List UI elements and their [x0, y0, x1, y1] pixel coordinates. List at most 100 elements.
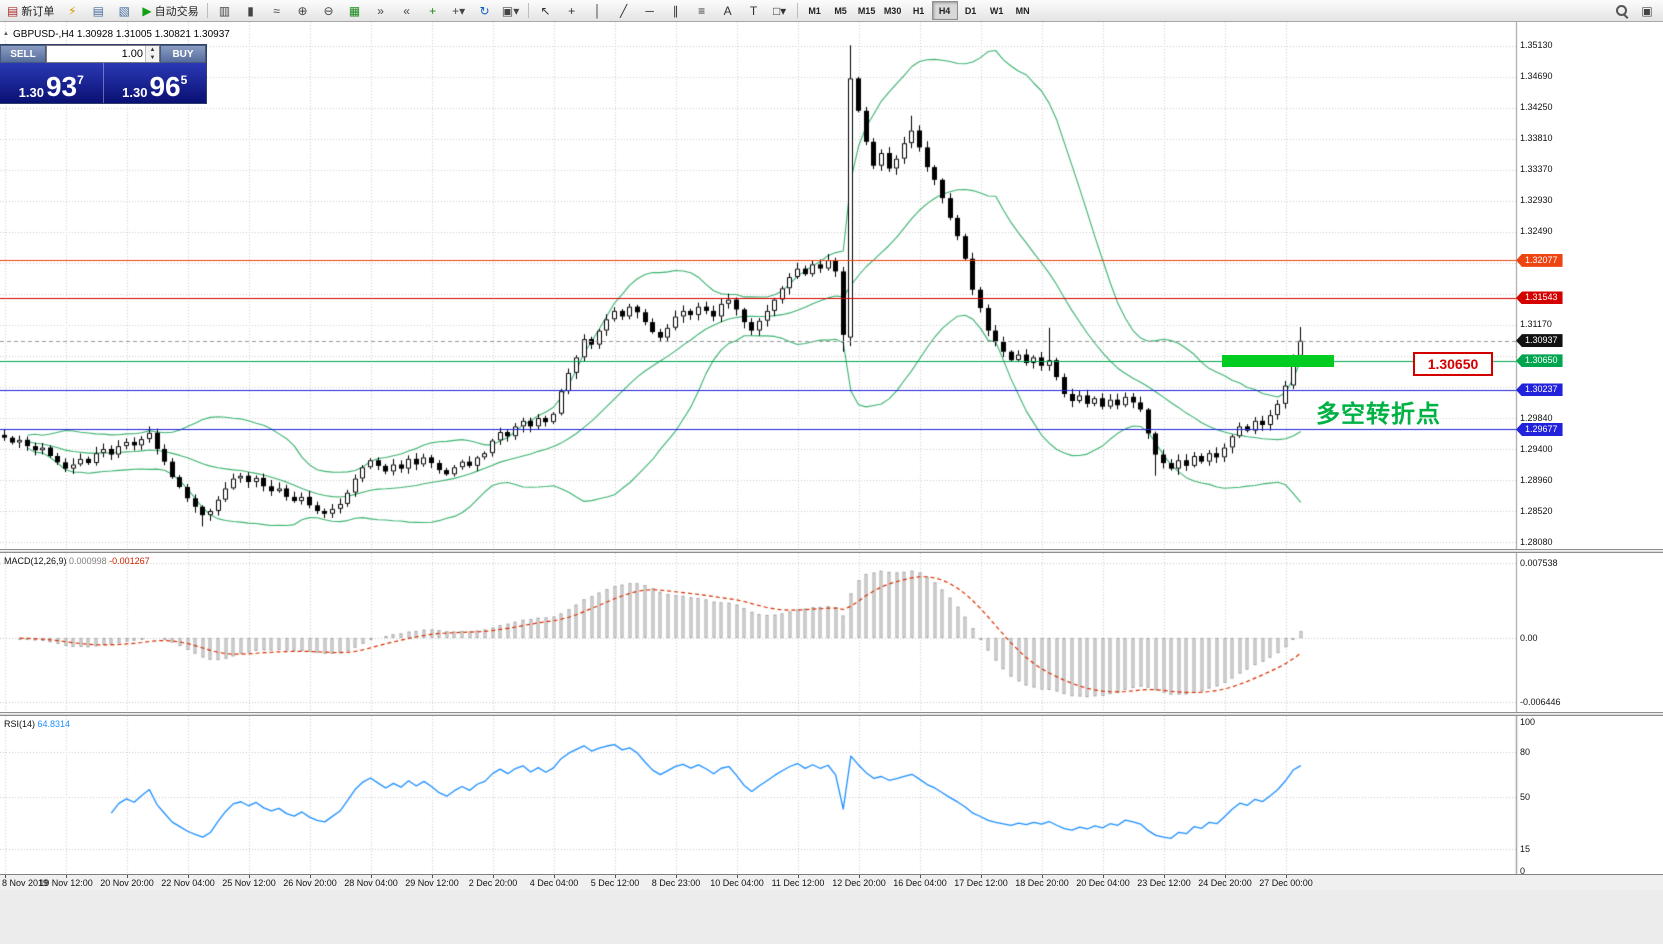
bid-major: 1.30	[18, 85, 44, 100]
autotrading-button[interactable]: ▶ 自动交易	[138, 1, 202, 21]
time-axis-label: 24 Dec 20:00	[1198, 878, 1252, 888]
indicators-icon[interactable]: +	[420, 1, 446, 21]
indicator-dropdown-icon[interactable]: +▾	[446, 1, 472, 21]
metaeditor-icon[interactable]: ⚡	[59, 1, 85, 21]
time-axis-tick	[1103, 875, 1104, 878]
line-chart-icon[interactable]: ≈	[264, 1, 290, 21]
time-axis-label: 23 Dec 12:00	[1137, 878, 1191, 888]
subwindow-expand-icon[interactable]: ▲	[3, 31, 9, 37]
panel-splitter-rsi[interactable]	[0, 712, 1663, 716]
time-axis-tick	[5, 875, 6, 878]
tile-windows-icon: ▦	[348, 3, 361, 18]
chart-symbol-ohlc: GBPUSD-,H4 1.30928 1.31005 1.30821 1.309…	[13, 29, 230, 40]
new-window-icon[interactable]: ▣	[1634, 1, 1660, 21]
time-axis-tick	[615, 875, 616, 878]
timeframe-button-mn[interactable]: MN	[1015, 5, 1030, 16]
zoom-out-icon[interactable]: ⊖	[316, 1, 342, 21]
fibonacci-icon[interactable]: ≡	[689, 1, 715, 21]
ask-pips: 96	[149, 71, 181, 103]
sell-price[interactable]: 1.30 93 7	[0, 63, 103, 103]
navigator-icon[interactable]: ▧	[111, 1, 137, 21]
price-divider	[102, 63, 104, 103]
toolbar-separator	[796, 3, 798, 18]
fibonacci-icon: ≡	[698, 3, 706, 18]
template-icon[interactable]: ▣▾	[498, 1, 524, 21]
volume-field: ▲ ▼	[46, 45, 160, 63]
zoom-in-icon[interactable]: ⊕	[290, 1, 316, 21]
time-axis-tick	[249, 875, 250, 878]
timeframe-button-h4[interactable]: H4	[931, 1, 958, 20]
time-axis-label: 11 Dec 12:00	[771, 878, 825, 888]
candlestick-chart-icon[interactable]: ▮	[238, 1, 264, 21]
time-axis-label: 4 Dec 04:00	[529, 878, 579, 888]
highlight-rectangle[interactable]	[1222, 354, 1334, 367]
rsi-value: 64.8314	[37, 719, 71, 729]
sell-button[interactable]: SELL	[0, 45, 46, 63]
time-axis[interactable]: 8 Nov 2019 19 Nov 12:00 20 Nov 20:00 22 Nov…	[0, 874, 1663, 891]
period-refresh-icon[interactable]: ↻	[472, 1, 498, 21]
bar-chart-icon[interactable]: ▥	[212, 1, 238, 21]
timeframe-button-m1[interactable]: M1	[808, 5, 821, 16]
new-order-icon: ▤	[7, 3, 19, 18]
rsi-title: RSI(14)	[4, 719, 36, 729]
time-axis-tick	[737, 875, 738, 878]
price-level-label[interactable]: 1.30650	[1413, 352, 1493, 376]
time-axis-tick	[432, 875, 433, 878]
macd-label: MACD(12,26,9) 0.000998 -0.001267	[4, 556, 150, 566]
market-watch-icon: ▤	[92, 3, 105, 18]
timeframe-button-h1[interactable]: H1	[912, 5, 925, 16]
candlestick-chart-icon: ▮	[247, 3, 254, 18]
tile-windows-icon[interactable]: ▦	[342, 1, 368, 21]
text-label-icon[interactable]: T	[741, 1, 767, 21]
new-order-button[interactable]: ▤ 新订单	[3, 1, 58, 21]
timeframe-button-m5[interactable]: M5	[834, 5, 847, 16]
buy-price[interactable]: 1.30 96 5	[104, 63, 207, 103]
horizontal-line-icon[interactable]: ─	[637, 1, 663, 21]
time-axis-label: 2 Dec 20:00	[468, 878, 518, 888]
main-toolbar: ▤ 新订单 ⚡ ▤ ▧ ▶ 自动交易 ▥ ▮ ≈ ⊕ ⊖ ▦ » « + +▾ ↻ ▣▾ ↖ + │ ╱ ─ ∥ ≡ A…	[0, 0, 1663, 22]
new-window-icon: ▣	[1641, 3, 1653, 18]
price-chart-canvas[interactable]	[0, 22, 1663, 549]
chart-shift-icon[interactable]: «	[394, 1, 420, 21]
time-axis-label: 12 Dec 20:00	[832, 878, 886, 888]
trendline-icon[interactable]: ╱	[611, 1, 637, 21]
text-icon[interactable]: A	[715, 1, 741, 21]
time-axis-label: 8 Nov 2019	[2, 878, 49, 888]
timeframe-button-w1[interactable]: W1	[989, 5, 1004, 16]
shapes-icon[interactable]: □▾	[767, 1, 793, 21]
macd-signal-value: -0.001267	[109, 556, 150, 566]
cursor-icon[interactable]: ↖	[533, 1, 559, 21]
channel-icon: ∥	[672, 3, 679, 18]
time-axis-tick	[371, 875, 372, 878]
rsi-label: RSI(14) 64.8314	[4, 719, 70, 729]
vertical-line-icon[interactable]: │	[585, 1, 611, 21]
bid-pipette: 7	[77, 73, 84, 87]
time-axis-tick	[859, 875, 860, 878]
time-axis-tick	[66, 875, 67, 878]
macd-main-value: 0.000998	[69, 556, 107, 566]
buy-button[interactable]: BUY	[160, 45, 206, 63]
search-icon[interactable]	[1608, 1, 1634, 21]
volume-increase-button[interactable]: ▲	[146, 46, 159, 54]
zoom-in-icon: ⊕	[297, 3, 308, 18]
timeframe-button-m30[interactable]: M30	[883, 5, 902, 16]
rsi-canvas[interactable]	[0, 716, 1663, 874]
crosshair-icon[interactable]: +	[559, 1, 585, 21]
timeframe-button-m15[interactable]: M15	[857, 5, 876, 16]
auto-scroll-icon[interactable]: »	[368, 1, 394, 21]
time-axis-tick	[493, 875, 494, 878]
channel-icon[interactable]: ∥	[663, 1, 689, 21]
market-watch-icon[interactable]: ▤	[85, 1, 111, 21]
time-axis-label: 8 Dec 23:00	[651, 878, 701, 888]
turning-point-annotation[interactable]: 多空转折点	[1316, 401, 1441, 428]
time-axis-tick	[920, 875, 921, 878]
chart-window[interactable]: ▲ GBPUSD-,H4 1.30928 1.31005 1.30821 1.3…	[0, 22, 1663, 944]
volume-input[interactable]	[47, 46, 145, 62]
macd-canvas[interactable]	[0, 553, 1663, 712]
time-axis-tick	[1286, 875, 1287, 878]
panel-splitter-macd[interactable]	[0, 549, 1663, 553]
volume-decrease-button[interactable]: ▼	[146, 54, 159, 62]
timeframe-button-d1[interactable]: D1	[964, 5, 977, 16]
